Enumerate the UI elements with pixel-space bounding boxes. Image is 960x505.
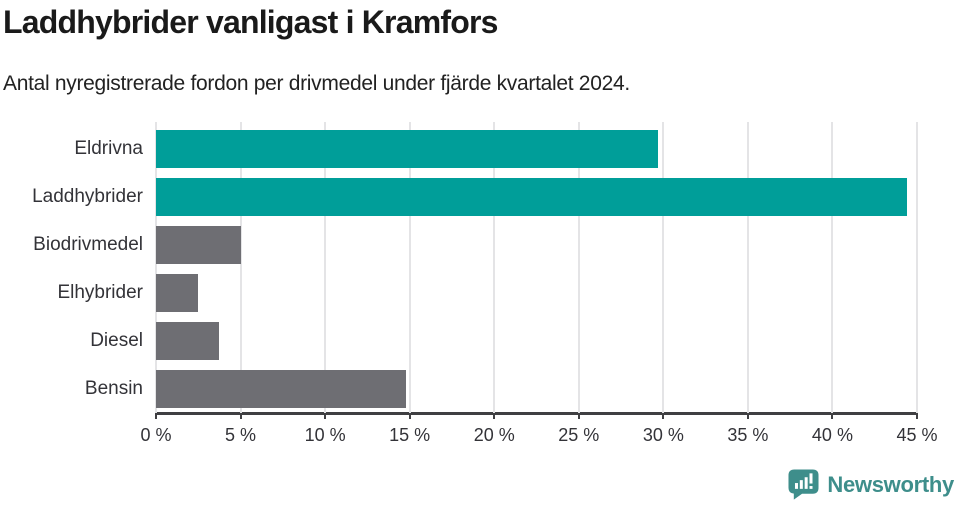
y-axis-label: Biodrivmedel [33,233,143,255]
gridline [408,122,411,413]
x-axis-tick [577,413,580,419]
x-tick-label: 0 % [140,425,172,445]
y-axis-labels: Eldrivna Laddhybrider Biodrivmedel Elhybrid… [0,122,143,413]
brand-name: Newsworthy [827,471,954,497]
y-axis-label: Elhybrider [57,281,143,303]
x-axis-tick [662,413,665,419]
y-axis-label: Diesel [90,329,143,351]
newsworthy-brand: Newsworthy [788,469,954,500]
bar-elhybrider [156,273,199,312]
y-axis-label: Bensin [84,377,143,399]
x-axis-tick [408,413,411,419]
chart-subtitle: Antal nyregistrerade fordon per drivmede… [3,72,630,95]
bar-laddhybrider [156,177,907,216]
bar-biodrivmedel [156,225,241,264]
gridline [239,122,242,413]
bar-eldrivna [156,130,659,168]
gridline [831,122,834,413]
gridline [324,122,327,413]
x-tick-label: 30 % [642,425,684,445]
chart-title: Laddhybrider vanligast i Kramfors [3,4,498,40]
x-tick-label: 5 % [225,425,257,445]
gridline [577,122,580,413]
x-axis-line [156,412,917,415]
gridline [916,122,918,413]
x-axis-tick [239,413,242,419]
gridline [493,122,496,413]
y-axis-label: Eldrivna [74,138,143,159]
x-tick-label: 45 % [896,425,938,445]
x-tick-label: 40 % [811,425,853,445]
gridline [662,122,665,413]
bar-bensin [156,369,407,408]
x-axis-tick [831,413,834,419]
bar-diesel [156,321,219,360]
gridline [746,122,749,413]
x-tick-label: 10 % [304,425,346,445]
x-axis-tick [493,413,496,419]
x-axis-tick [746,413,749,419]
x-axis-tick [155,413,157,419]
newsworthy-logo-icon [788,469,819,500]
x-axis-tick [916,413,918,419]
x-axis-tick [324,413,327,419]
x-tick-label: 35 % [727,425,769,445]
plot-area: 0 % 5 % 10 % 15 % 20 % 25 % 30 % 35 % 40 % 45 % [140,122,938,445]
x-tick-label: 15 % [389,425,431,445]
gridline [155,122,157,413]
y-axis-label: Laddhybrider [32,185,143,207]
x-tick-label: 25 % [558,425,600,445]
x-tick-label: 20 % [473,425,515,445]
